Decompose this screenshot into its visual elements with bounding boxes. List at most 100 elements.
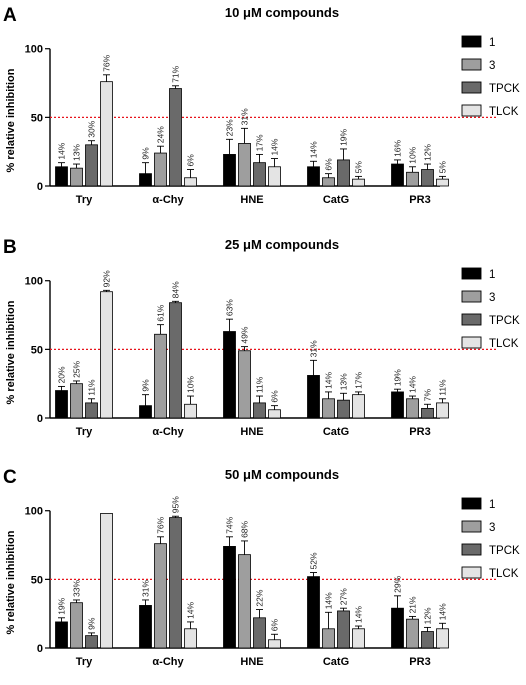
bar: [55, 390, 68, 419]
data-label: 20%: [57, 366, 67, 383]
data-label: 14%: [324, 592, 334, 609]
data-label: 24%: [156, 126, 166, 143]
bar: [223, 331, 236, 419]
data-label: 74%: [225, 516, 235, 533]
bar: [391, 391, 404, 419]
legend-swatch: [461, 566, 482, 579]
data-label: 14%: [408, 376, 418, 393]
panel-letter: C: [3, 467, 17, 488]
data-label: 11%: [255, 376, 265, 393]
data-label: 14%: [309, 141, 319, 158]
category-label: CatG: [323, 426, 349, 438]
category-label: PR3: [409, 194, 430, 206]
bar: [421, 407, 434, 419]
legend-label: 3: [489, 292, 495, 304]
category-label: PR3: [409, 656, 430, 668]
category-label: HNE: [240, 194, 263, 206]
bar: [139, 405, 152, 419]
data-label: 14%: [270, 138, 280, 155]
bar: [406, 398, 419, 419]
bar: [55, 166, 68, 187]
bar: [421, 169, 434, 187]
bar: [253, 617, 266, 649]
data-label: 52%: [309, 552, 319, 569]
data-label: 11%: [87, 379, 97, 396]
y-tick-label: 50: [31, 112, 43, 124]
legend-swatch: [461, 290, 482, 303]
legend-swatch: [461, 336, 482, 349]
panel-c: C 50 μM compounds % relative inhibition 0 50…: [3, 467, 520, 668]
legend-swatch: [461, 520, 482, 533]
data-label: 68%: [240, 520, 250, 537]
bar: [421, 631, 434, 649]
data-label: 63%: [225, 299, 235, 316]
category-label: Try: [76, 426, 93, 438]
data-label: 17%: [354, 371, 364, 388]
bar: [55, 621, 68, 649]
legend-swatch: [461, 267, 482, 280]
bar: [70, 167, 83, 187]
bar: [307, 576, 320, 649]
y-tick-label: 0: [37, 413, 43, 425]
legend-swatch: [461, 313, 482, 326]
data-label: 31%: [309, 340, 319, 357]
bar: [352, 178, 365, 187]
y-tick-label: 0: [37, 181, 43, 193]
legend-label: 3: [489, 522, 495, 534]
category-label: HNE: [240, 656, 263, 668]
data-label: 14%: [438, 603, 448, 620]
data-label: 17%: [255, 134, 265, 151]
data-label: 6%: [270, 619, 280, 632]
data-label: 11%: [438, 379, 448, 396]
data-label: 7%: [423, 389, 433, 402]
category-label: Try: [76, 656, 93, 668]
bar: [253, 402, 266, 419]
data-label: 5%: [354, 161, 364, 174]
data-label: 14%: [354, 606, 364, 623]
bar: [85, 402, 98, 419]
bar: [268, 409, 281, 419]
y-tick-label: 100: [25, 276, 43, 288]
data-label: 25%: [72, 360, 82, 377]
data-label: 5%: [438, 161, 448, 174]
bar: [184, 403, 197, 419]
legend-label: 1: [489, 269, 495, 281]
legend-swatch: [461, 58, 482, 71]
bar: [169, 88, 182, 187]
bar: [307, 375, 320, 419]
bar: [238, 350, 251, 419]
data-label: 14%: [324, 371, 334, 388]
data-label: 29%: [393, 575, 403, 592]
data-label: 13%: [72, 144, 82, 161]
legend-swatch: [461, 497, 482, 510]
bar: [154, 152, 167, 187]
bar: [100, 291, 113, 419]
category-label: CatG: [323, 194, 349, 206]
bar: [184, 177, 197, 187]
bar: [268, 166, 281, 187]
bar: [322, 177, 335, 187]
data-label: 30%: [87, 120, 97, 137]
category-label: α-Chy: [152, 194, 184, 206]
bar: [436, 628, 449, 649]
panel-letter: B: [3, 237, 17, 258]
bar: [169, 517, 182, 649]
y-tick-label: 50: [31, 574, 43, 586]
legend-label: TLCK: [489, 338, 519, 350]
data-label: 6%: [186, 154, 196, 167]
data-label: 84%: [171, 281, 181, 298]
legend-swatch: [461, 35, 482, 48]
y-tick-label: 100: [25, 44, 43, 56]
data-label: 9%: [141, 379, 151, 392]
panel-title: 10 μM compounds: [225, 5, 339, 20]
data-label: 49%: [240, 326, 250, 343]
data-label: 21%: [408, 596, 418, 613]
data-label: 22%: [255, 589, 265, 606]
data-label: 6%: [270, 390, 280, 403]
data-label: 31%: [240, 108, 250, 125]
bar: [100, 513, 113, 649]
legend-label: TPCK: [489, 315, 520, 327]
bar: [238, 554, 251, 649]
bar: [436, 178, 449, 187]
